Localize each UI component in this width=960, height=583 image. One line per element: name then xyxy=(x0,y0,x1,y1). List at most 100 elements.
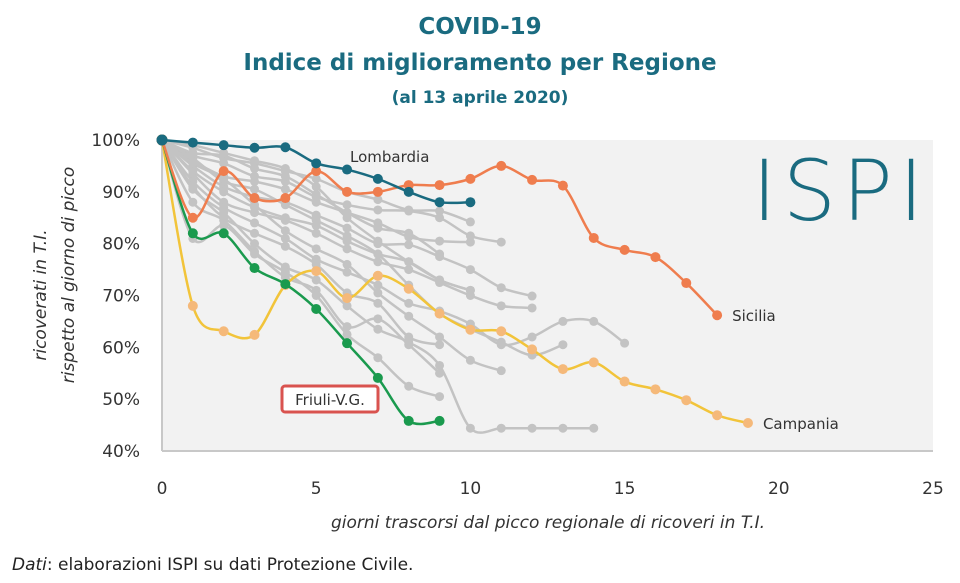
data-point xyxy=(188,166,198,176)
data-point xyxy=(342,338,353,349)
chart-subtitle: (al 13 aprile 2020) xyxy=(391,88,569,108)
y-tick-label: 50% xyxy=(102,390,140,410)
data-point xyxy=(557,180,568,191)
data-point xyxy=(465,324,476,335)
data-point xyxy=(311,228,321,238)
highlight-series-layer: Campania Friuli-V.G. Sicilia Lombardia xyxy=(156,134,839,433)
data-point xyxy=(372,186,383,197)
y-tick-label: 80% xyxy=(102,235,140,255)
data-point xyxy=(219,187,229,197)
series-label: Friuli-V.G. xyxy=(295,391,365,409)
data-point xyxy=(250,239,260,249)
x-tick-label: 5 xyxy=(311,479,322,499)
data-point xyxy=(373,298,383,308)
data-point xyxy=(249,142,260,153)
data-point xyxy=(187,228,198,239)
data-point xyxy=(373,249,383,259)
x-tick-label: 10 xyxy=(460,479,482,499)
data-point xyxy=(342,223,352,233)
data-point xyxy=(496,423,506,433)
data-point xyxy=(250,164,260,174)
data-point xyxy=(280,226,290,236)
data-point xyxy=(373,236,383,246)
data-point xyxy=(403,186,414,197)
data-point xyxy=(435,392,445,402)
data-point xyxy=(342,164,353,175)
data-point xyxy=(465,285,475,295)
data-point xyxy=(280,213,290,223)
chart-title-line2: Indice di miglioramento per Regione xyxy=(243,50,717,76)
data-point xyxy=(404,311,414,321)
data-point xyxy=(311,244,321,254)
data-point xyxy=(496,283,506,293)
data-point xyxy=(373,223,383,233)
data-point xyxy=(280,193,291,204)
data-point xyxy=(219,213,229,223)
data-point xyxy=(404,332,414,342)
data-point xyxy=(465,355,475,365)
data-point xyxy=(311,275,321,285)
data-point xyxy=(280,279,291,290)
data-point xyxy=(589,316,599,326)
gray-series-layer xyxy=(157,135,630,434)
data-point xyxy=(589,423,599,433)
series-label: Sicilia xyxy=(732,307,776,325)
data-point xyxy=(435,332,445,342)
data-point xyxy=(435,236,445,246)
data-point xyxy=(342,231,352,241)
data-point xyxy=(373,324,383,334)
data-point xyxy=(588,357,599,368)
data-point xyxy=(311,158,322,169)
y-tick-label: 100% xyxy=(91,131,140,151)
data-point xyxy=(465,423,475,433)
data-point xyxy=(496,326,507,337)
data-point xyxy=(712,310,723,321)
y-tick-label: 40% xyxy=(102,442,140,462)
data-point xyxy=(280,267,290,277)
data-point xyxy=(681,278,692,289)
data-point xyxy=(496,237,506,247)
data-point xyxy=(311,215,321,225)
data-point xyxy=(404,265,414,275)
data-point xyxy=(250,218,260,228)
data-point xyxy=(496,337,506,347)
data-point xyxy=(403,415,414,426)
y-axis-label-line2: rispetto al giorno di picco xyxy=(59,167,79,384)
data-point xyxy=(218,326,229,337)
data-point xyxy=(435,340,445,350)
data-point xyxy=(527,291,537,301)
data-point xyxy=(558,316,568,326)
y-axis-label-line1: ricoverati in T.I. xyxy=(31,229,51,360)
data-point xyxy=(435,275,445,285)
data-point xyxy=(712,410,723,421)
data-point xyxy=(311,266,322,277)
data-point xyxy=(219,221,229,231)
x-tick-label: 25 xyxy=(922,479,944,499)
data-point xyxy=(218,228,229,239)
data-point xyxy=(249,329,260,340)
data-point xyxy=(342,267,352,277)
y-tick-label: 60% xyxy=(102,338,140,358)
data-point xyxy=(218,140,229,151)
series-campania: Campania xyxy=(156,134,839,433)
data-point xyxy=(650,252,661,263)
y-tick-label: 90% xyxy=(102,183,140,203)
data-point xyxy=(681,395,692,406)
data-point xyxy=(619,376,630,387)
data-point xyxy=(342,301,352,311)
data-point xyxy=(527,423,537,433)
data-point xyxy=(280,184,290,194)
data-point xyxy=(372,173,383,184)
data-point xyxy=(434,180,445,191)
y-tick-label: 70% xyxy=(102,287,140,307)
data-point xyxy=(187,212,198,223)
data-point xyxy=(250,200,260,210)
data-point xyxy=(372,270,383,281)
data-point xyxy=(434,308,445,319)
data-point xyxy=(250,184,260,194)
data-point xyxy=(404,257,414,267)
data-point xyxy=(435,360,445,370)
x-tick-label: 0 xyxy=(157,479,168,499)
data-point xyxy=(250,176,260,186)
